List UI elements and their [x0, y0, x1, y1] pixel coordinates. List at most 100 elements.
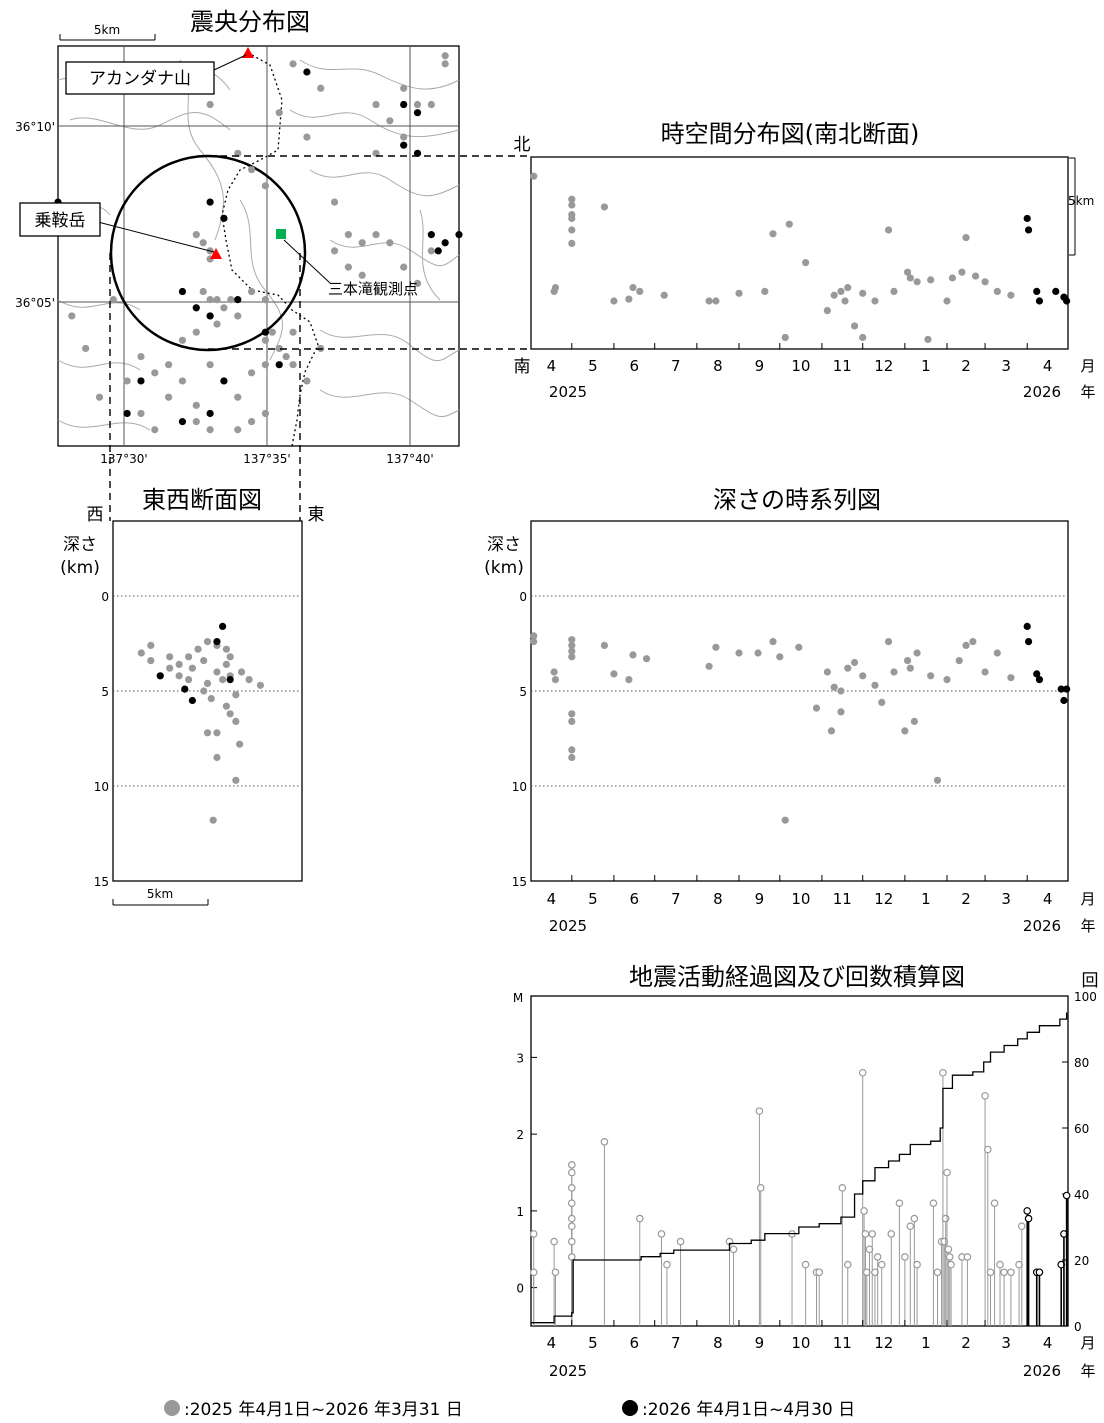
- ns-point-period1-31: [903, 268, 912, 276]
- ew-scale-label: 5km: [147, 887, 173, 901]
- map-point-period1-0: [289, 60, 297, 68]
- ns-point-period1-41: [1007, 291, 1015, 299]
- depth-point-period1-17: [705, 662, 713, 670]
- map-point-period1-37: [247, 287, 256, 296]
- act-stem-period1-head-0: [529, 1230, 538, 1238]
- map-point-period1-55: [137, 409, 145, 418]
- ns-point-period2-2: [1033, 287, 1041, 295]
- depth-point-period2-1: [1024, 638, 1033, 646]
- map-point-period1-53: [95, 393, 104, 401]
- act-axis-month-label-4: 8: [713, 1334, 723, 1352]
- station-label: 三本滝観測点: [328, 280, 418, 298]
- ew-point-period1-31: [209, 816, 217, 824]
- act-axis-year-start: 2025: [549, 1362, 587, 1380]
- ns-point-period1-39: [981, 278, 989, 286]
- map-point-period1-51: [427, 247, 435, 255]
- depth-point-period2-3: [1035, 676, 1044, 684]
- depth-axis-month-label-10: 2: [961, 890, 971, 908]
- depth-point-period1-40: [962, 641, 970, 650]
- map-point-period1-4: [427, 100, 435, 109]
- ns-point-period1-22: [823, 307, 831, 315]
- depth-point-period1-46: [837, 708, 845, 716]
- depth-point-period1-21: [769, 638, 777, 646]
- ns-axis-month-label-11: 3: [1001, 357, 1011, 375]
- ew-point-period2-3: [181, 685, 189, 693]
- depth-point-period1-38: [943, 676, 951, 684]
- ew-depth-grid: 0 5 10 15: [94, 590, 302, 889]
- ew-point-period1-7: [194, 645, 202, 653]
- map-point-period2-7: [434, 247, 442, 255]
- act-mag-label-3: 3: [516, 1051, 524, 1065]
- ns-point-period1-2: [551, 283, 560, 292]
- depth-point-period1-26: [830, 683, 838, 691]
- ns-points: [530, 172, 1071, 343]
- ns-point-period1-7: [568, 226, 576, 234]
- depth-point-period1-20: [754, 649, 762, 657]
- ns-point-period1-27: [859, 289, 867, 297]
- act-stem-period1-head-50: [945, 1253, 954, 1261]
- map-scale-label: 5km: [94, 23, 120, 37]
- map-point-period2-14: [206, 312, 214, 320]
- depth-ylabel-1: 深さ: [487, 535, 521, 555]
- map-point-period2-9: [206, 198, 214, 206]
- map-point-period1-59: [192, 401, 200, 409]
- ns-point-period1-25: [841, 297, 849, 305]
- ew-point-period1-33: [175, 672, 183, 680]
- act-stem-period1-head-1: [529, 1268, 538, 1277]
- map-point-period1-72: [234, 426, 242, 434]
- map-point-period1-12: [275, 109, 283, 117]
- map-point-period1-65: [247, 369, 256, 377]
- map-point-period1-22: [192, 231, 200, 239]
- act-stem-period1-head-3: [551, 1268, 560, 1277]
- ns-point-period1-28: [871, 297, 879, 305]
- depth-axis-month-label-12: 4: [1043, 890, 1053, 908]
- depth-point-period2-5: [1060, 696, 1068, 705]
- depth-axis-month-unit: 月: [1080, 890, 1095, 908]
- depth-axis-month-label-6: 10: [791, 890, 810, 908]
- act-stem-period1-head-22: [801, 1260, 810, 1269]
- ew-point-period1-23: [222, 702, 230, 710]
- akandana-leader: [213, 54, 247, 71]
- depth-point-period1-34: [903, 657, 912, 665]
- depth-point-period1-2: [550, 668, 558, 676]
- map-point-period1-14: [234, 149, 242, 157]
- depth-point-period1-50: [933, 776, 942, 784]
- map-point-period1-54: [123, 377, 131, 385]
- map-point-period1-68: [282, 352, 290, 361]
- depth-axis-month-label-8: 12: [874, 890, 893, 908]
- depth-point-period1-43: [993, 649, 1001, 657]
- ew-point-period1-3: [166, 664, 174, 672]
- map-panel: [54, 45, 463, 447]
- act-stem-period1-head-59: [1000, 1268, 1008, 1277]
- ew-point-period1-24: [226, 710, 234, 718]
- depth-points: [530, 622, 1071, 824]
- lat-label-05: 36°05': [15, 296, 55, 310]
- act-stem-period2-head-1: [1024, 1214, 1033, 1223]
- map-point-period1-58: [178, 377, 187, 385]
- ns-point-period1-19: [769, 230, 777, 238]
- map-point-period2-8: [455, 231, 463, 239]
- depth-point-period1-37: [927, 672, 935, 680]
- act-stem-period1-head-7: [567, 1199, 576, 1208]
- ns-point-period1-15: [705, 297, 713, 305]
- map-contours: [57, 59, 460, 431]
- act-axis-year-unit: 年: [1080, 1362, 1095, 1380]
- map-point-period1-17: [330, 198, 339, 206]
- map-frame: [57, 45, 460, 447]
- act-stem-period1-head-45: [939, 1068, 947, 1077]
- map-point-period1-11: [206, 100, 214, 109]
- act-count-label-60: 60: [1074, 1122, 1089, 1136]
- depth-point-period1-18: [712, 643, 720, 651]
- ew-point-period1-34: [185, 676, 193, 684]
- act-stem-period1-head-12: [600, 1138, 609, 1146]
- act-stem-period1-head-53: [963, 1253, 972, 1261]
- ew-point-period1-5: [175, 660, 183, 669]
- act-count-label-0: 0: [1074, 1320, 1082, 1334]
- act-stem-period1-head-18: [729, 1245, 738, 1254]
- act-stem-period1-head-62: [1017, 1222, 1026, 1231]
- map-point-period2-10: [220, 214, 228, 222]
- ns-axis-month-label-2: 6: [630, 357, 640, 375]
- map-point-period1-29: [220, 304, 228, 312]
- legend-period1-icon: [164, 1400, 180, 1416]
- map-point-period2-4: [413, 149, 422, 157]
